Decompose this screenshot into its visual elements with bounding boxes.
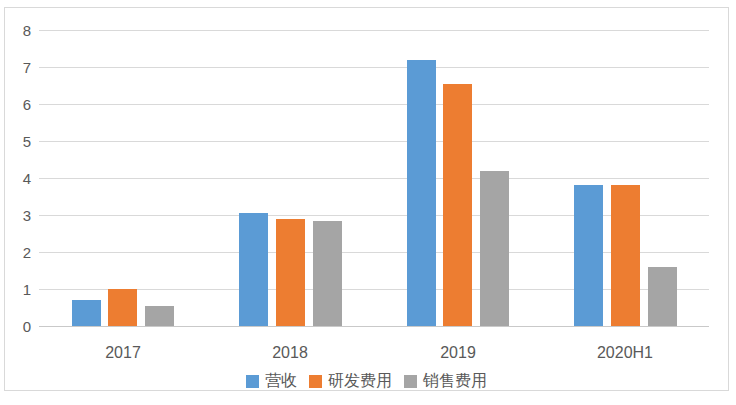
y-axis-tick-label: 3 <box>7 208 31 223</box>
gridline <box>39 252 709 253</box>
bar <box>239 213 268 326</box>
legend: 营收 研发费用 销售费用 <box>5 372 728 390</box>
gridline <box>39 141 709 142</box>
y-axis-tick-label: 2 <box>7 245 31 260</box>
gridline <box>39 215 709 216</box>
y-axis-tick-label: 4 <box>7 171 31 186</box>
legend-item: 研发费用 <box>309 372 392 390</box>
y-axis-tick-label: 0 <box>7 319 31 334</box>
gridline <box>39 67 709 68</box>
legend-label: 研发费用 <box>328 372 392 390</box>
bar <box>480 171 509 326</box>
legend-swatch <box>246 375 259 388</box>
chart-frame: 0 1 2 3 4 5 6 7 8 2017 2018 2019 2020H1 营收 研发费用 销售费用 <box>4 7 729 391</box>
legend-label: 销售费用 <box>423 372 487 390</box>
gridline <box>39 104 709 105</box>
y-axis-tick-label: 1 <box>7 282 31 297</box>
bar <box>611 185 640 326</box>
legend-item: 销售费用 <box>404 372 487 390</box>
legend-item: 营收 <box>246 372 297 390</box>
bar <box>108 289 137 326</box>
x-axis-category-label: 2017 <box>63 345 183 361</box>
legend-swatch <box>309 375 322 388</box>
bar <box>72 300 101 326</box>
bar <box>648 267 677 326</box>
chart-canvas: 0 1 2 3 4 5 6 7 8 2017 2018 2019 2020H1 营收 研发费用 销售费用 <box>0 0 736 405</box>
gridline <box>39 30 709 31</box>
y-axis-tick-label: 7 <box>7 60 31 75</box>
bar <box>443 84 472 326</box>
gridline <box>39 289 709 290</box>
gridline <box>39 178 709 179</box>
x-axis-line <box>39 326 709 327</box>
y-axis-tick-label: 5 <box>7 134 31 149</box>
legend-swatch <box>404 375 417 388</box>
x-axis-category-label: 2019 <box>398 345 518 361</box>
y-axis-tick-label: 8 <box>7 23 31 38</box>
bar <box>276 219 305 326</box>
bar <box>145 306 174 326</box>
bar <box>313 221 342 326</box>
bar <box>574 185 603 326</box>
legend-label: 营收 <box>265 372 297 390</box>
x-axis-category-label: 2020H1 <box>565 345 685 361</box>
x-axis-category-label: 2018 <box>230 345 350 361</box>
bar <box>407 60 436 326</box>
y-axis-tick-label: 6 <box>7 97 31 112</box>
